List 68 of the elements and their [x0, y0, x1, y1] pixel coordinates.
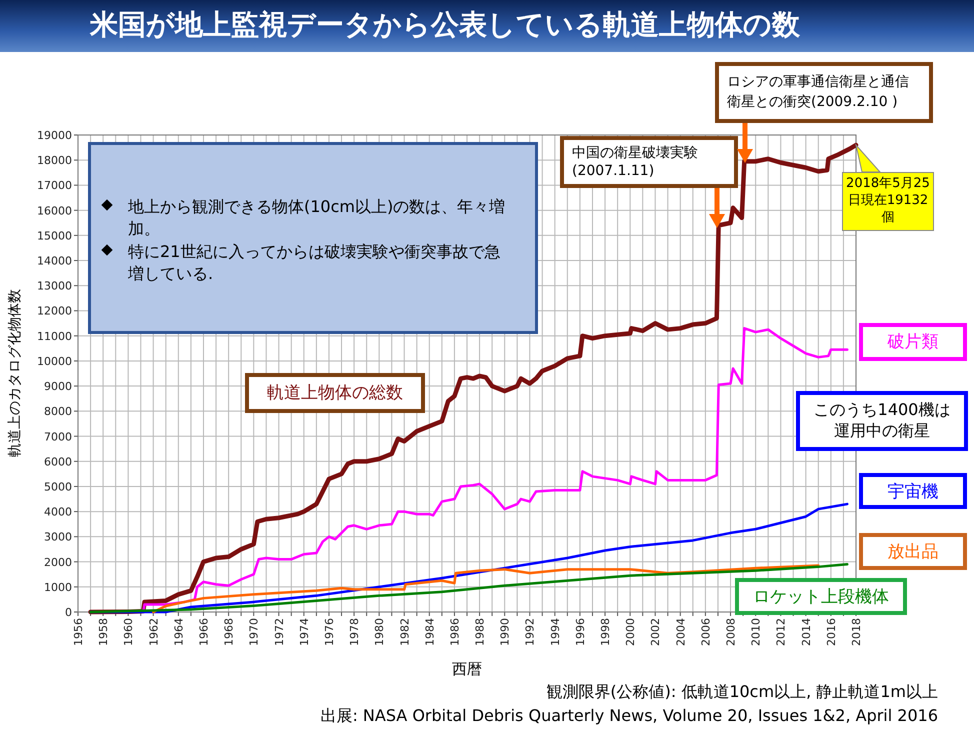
series-label-box: ロケット上段機体	[735, 578, 907, 615]
x-tick-label: 1958	[97, 618, 110, 646]
y-tick-label: 8000	[44, 405, 72, 418]
note-box: このうち1400機は運用中の衛星	[796, 391, 968, 451]
y-tick-label: 16000	[37, 204, 72, 218]
x-tick-label: 1960	[122, 618, 136, 646]
x-tick-label: 1956	[72, 618, 85, 646]
x-tick-label: 1994	[548, 618, 562, 646]
note-box: ロシアの軍事通信衛星と通信衛星との衝突(2009.2.10 )	[715, 62, 933, 123]
x-tick-label: 1972	[272, 618, 286, 646]
series-label-box: 軌道上物体の総数	[245, 373, 425, 414]
y-tick-label: 2000	[44, 556, 72, 569]
x-tick-label: 1964	[172, 618, 186, 646]
y-tick-label: 1000	[44, 580, 72, 594]
x-tick-label: 1998	[599, 618, 612, 646]
x-tick-label: 1996	[574, 618, 587, 646]
x-axis-title: 西暦	[451, 660, 483, 679]
text: 出展: NASA Orbital Debris Quarterly News, Volume 20, Issues 1&2, April 2016	[320, 706, 938, 727]
callout-box: 2018年5月25日現在19132個	[842, 172, 934, 231]
x-tick-label: 1970	[248, 618, 261, 646]
x-tick-label: 2012	[774, 618, 788, 646]
x-tick-label: 2004	[674, 618, 688, 646]
y-tick-label: 11000	[37, 330, 72, 343]
x-tick-label: 1966	[197, 618, 210, 646]
y-tick-label: 4000	[44, 506, 72, 519]
x-tick-label: 2016	[824, 618, 838, 646]
x-tick-label: 1976	[322, 618, 336, 646]
y-axis-title: 軌道上のカタログ化物体数	[6, 288, 24, 459]
y-tick-label: 5000	[44, 480, 72, 494]
x-tick-label: 1992	[524, 618, 537, 646]
y-tick-label: 18000	[37, 154, 72, 168]
x-tick-label: 2014	[800, 618, 813, 646]
x-tick-label: 2010	[750, 618, 763, 646]
annotation: 地上から観測できる物体(10cm以上)の数は、年々増加。	[128, 196, 506, 240]
x-tick-label: 2006	[699, 618, 712, 646]
y-tick-label: 13000	[37, 280, 72, 293]
x-tick-label: 2000	[624, 618, 638, 646]
y-tick-label: 19000	[37, 129, 72, 142]
x-tick-label: 2008	[724, 618, 738, 646]
x-tick-label: 2018	[850, 618, 863, 646]
annotation: 特に21世紀に入ってからは破壊実験や衝突事故で急増している.	[128, 241, 502, 285]
y-tick-label: 10000	[37, 354, 72, 368]
y-tick-label: 3000	[44, 530, 72, 544]
series-label-box: 放出品	[859, 533, 967, 570]
x-tick-label: 1974	[298, 618, 311, 646]
x-tick-label: 1990	[498, 618, 512, 646]
text: 観測限界(公称値): 低軌道10cm以上, 静止軌道1m以上	[546, 682, 938, 703]
y-tick-label: 12000	[37, 304, 72, 318]
note-box: 中国の衛星破壊実験(2007.1.11)	[560, 136, 738, 188]
x-tick-label: 1984	[423, 618, 436, 646]
y-tick-label: 17000	[37, 179, 72, 192]
x-tick-label: 1978	[348, 618, 362, 646]
y-tick-label: 0	[65, 606, 72, 619]
x-tick-label: 1988	[474, 618, 487, 646]
y-tick-label: 15000	[37, 229, 72, 242]
x-tick-label: 2002	[649, 618, 662, 646]
y-tick-label: 6000	[44, 455, 72, 468]
x-tick-label: 1986	[448, 618, 462, 646]
chart-title: 米国が地上監視データから公表している軌道上物体の数	[90, 7, 800, 43]
y-tick-label: 9000	[44, 380, 72, 394]
y-tick-label: 7000	[44, 430, 72, 444]
series-label-box: 破片類	[859, 323, 967, 361]
x-tick-label: 1980	[373, 618, 386, 646]
series-label-box: 宇宙機	[859, 473, 967, 509]
y-tick-label: 14000	[37, 254, 72, 268]
x-tick-label: 1962	[147, 618, 160, 646]
x-tick-label: 1982	[398, 618, 412, 646]
x-tick-label: 1968	[222, 618, 236, 646]
